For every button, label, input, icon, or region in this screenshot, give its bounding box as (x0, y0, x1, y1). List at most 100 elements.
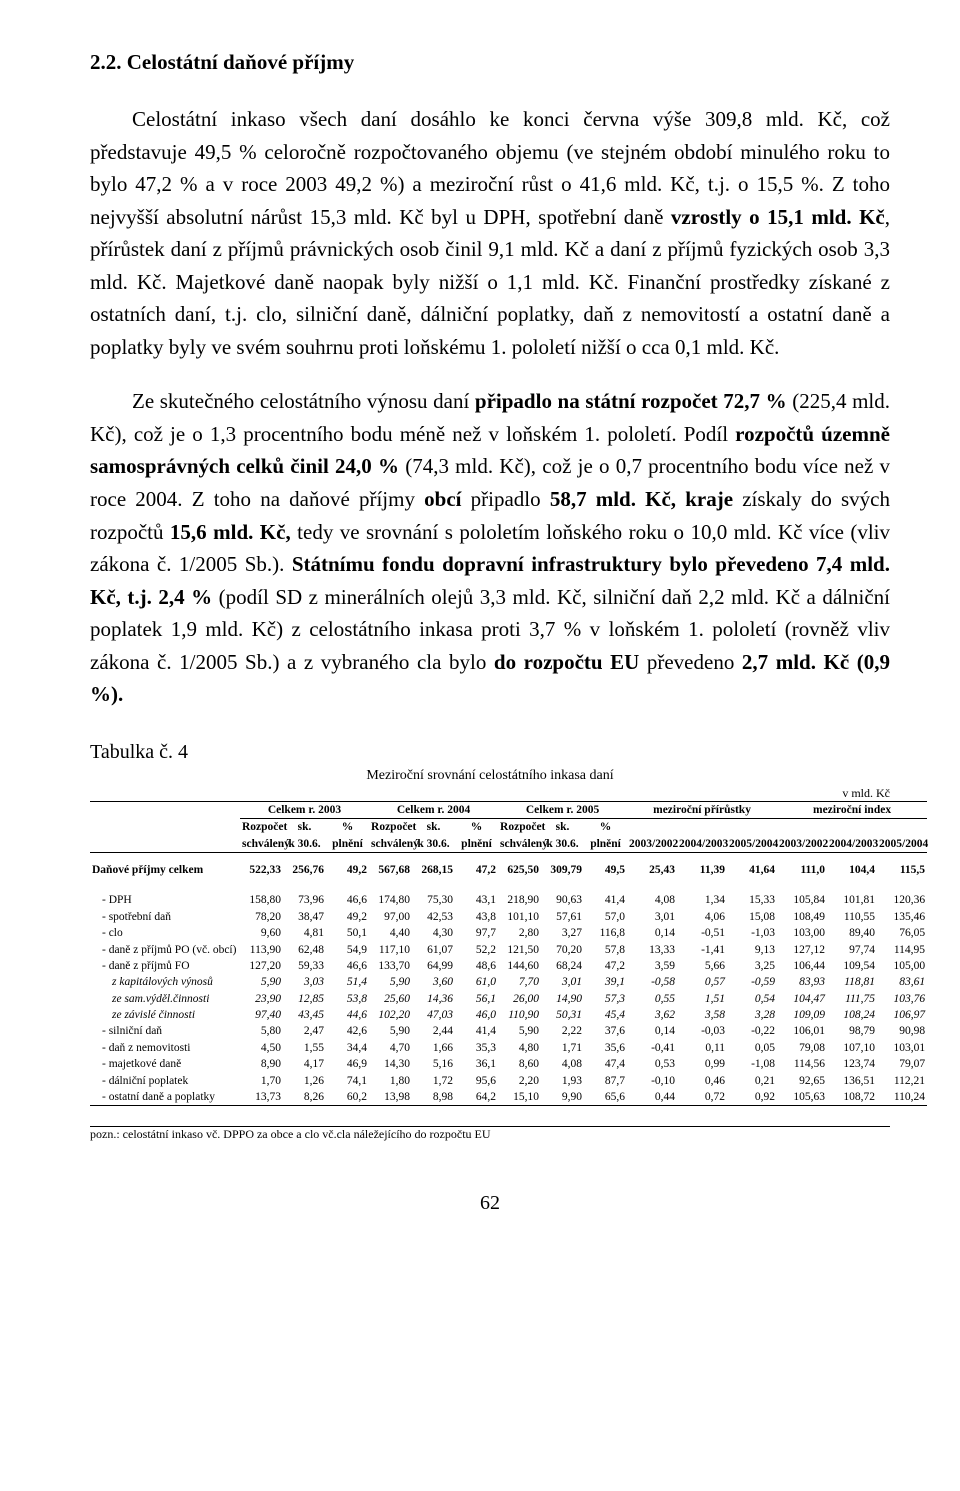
cell: 114,95 (877, 942, 927, 958)
cell: 522,33 (240, 852, 283, 886)
cell: -0,59 (727, 974, 777, 990)
cell: 4,06 (677, 909, 727, 925)
cell: 46,6 (326, 892, 369, 908)
cell: 76,05 (877, 925, 927, 941)
cell: 0,44 (627, 1089, 677, 1106)
cell: 0,21 (727, 1073, 777, 1089)
cell: 1,55 (283, 1040, 326, 1056)
cell: 78,20 (240, 909, 283, 925)
table-row: - daně z příjmů FO127,2059,3346,6133,706… (90, 958, 927, 974)
cell: 127,12 (777, 942, 827, 958)
cell: 309,79 (541, 852, 584, 886)
cell: 174,80 (369, 892, 412, 908)
cell: 117,10 (369, 942, 412, 958)
cell: 26,00 (498, 991, 541, 1007)
cell: 39,1 (584, 974, 627, 990)
cell: 3,03 (283, 974, 326, 990)
subhead: schválený (369, 836, 412, 853)
cell: 112,21 (877, 1073, 927, 1089)
units-label: v mld. Kč (90, 786, 890, 801)
table-row: - ostatní daně a poplatky13,738,2660,213… (90, 1089, 927, 1106)
subhead: sk. (283, 819, 326, 836)
cell: 43,45 (283, 1007, 326, 1023)
table-body: Daňové příjmy celkem522,33256,7649,2567,… (90, 852, 927, 1105)
cell: 1,34 (677, 892, 727, 908)
cell: 54,9 (326, 942, 369, 958)
subhead: k 30.6. (412, 836, 455, 853)
table-row: - dálniční poplatek1,701,2674,11,801,729… (90, 1073, 927, 1089)
subhead: plnění (455, 836, 498, 853)
cell: 0,99 (677, 1056, 727, 1072)
cell: 35,3 (455, 1040, 498, 1056)
cell: 47,4 (584, 1056, 627, 1072)
cell: 256,76 (283, 852, 326, 886)
cell: 25,43 (627, 852, 677, 886)
cell: 65,6 (584, 1089, 627, 1106)
cell: 41,4 (455, 1023, 498, 1039)
table-row: - majetkové daně8,904,1746,914,305,1636,… (90, 1056, 927, 1072)
cell: 110,90 (498, 1007, 541, 1023)
cell: 79,08 (777, 1040, 827, 1056)
cell: 268,15 (412, 852, 455, 886)
cell: 14,90 (541, 991, 584, 1007)
cell: 3,01 (627, 909, 677, 925)
cell: 0,72 (677, 1089, 727, 1106)
cell: 25,60 (369, 991, 412, 1007)
cell: 120,36 (877, 892, 927, 908)
row-label: - daně z příjmů FO (90, 958, 240, 974)
cell: 144,60 (498, 958, 541, 974)
cell: 109,09 (777, 1007, 827, 1023)
cell: 3,60 (412, 974, 455, 990)
cell: 3,01 (541, 974, 584, 990)
page-number: 62 (90, 1192, 890, 1215)
cell: 101,10 (498, 909, 541, 925)
cell: 38,47 (283, 909, 326, 925)
cell: -0,58 (627, 974, 677, 990)
cell: 23,90 (240, 991, 283, 1007)
cell: 90,63 (541, 892, 584, 908)
row-label: ze závislé činnosti (90, 1007, 240, 1023)
cell: 5,80 (240, 1023, 283, 1039)
subhead: 2005/2004 (727, 836, 777, 853)
cell: 43,1 (455, 892, 498, 908)
cell: 2,47 (283, 1023, 326, 1039)
cell: 90,98 (877, 1023, 927, 1039)
cell: 57,8 (584, 942, 627, 958)
cell: 59,33 (283, 958, 326, 974)
cell: 0,92 (727, 1089, 777, 1106)
cell: 41,4 (584, 892, 627, 908)
cell: 47,03 (412, 1007, 455, 1023)
cell: 158,80 (240, 892, 283, 908)
cell: 73,96 (283, 892, 326, 908)
cell: 1,26 (283, 1073, 326, 1089)
cell: 110,24 (877, 1089, 927, 1106)
cell: 47,2 (584, 958, 627, 974)
cell: 3,27 (541, 925, 584, 941)
cell: 625,50 (498, 852, 541, 886)
table-title: Meziroční srovnání celostátního inkasa d… (90, 768, 890, 784)
cell: 0,05 (727, 1040, 777, 1056)
cell: 102,20 (369, 1007, 412, 1023)
subhead: 2004/2003 (677, 836, 727, 853)
row-label: z kapitálových výnosů (90, 974, 240, 990)
cell: 4,30 (412, 925, 455, 941)
cell: 111,75 (827, 991, 877, 1007)
cell: 42,53 (412, 909, 455, 925)
cell: 12,85 (283, 991, 326, 1007)
cell: 51,4 (326, 974, 369, 990)
cell: 60,2 (326, 1089, 369, 1106)
cell: 45,4 (584, 1007, 627, 1023)
subhead: 2005/2004 (877, 836, 927, 853)
cell: 3,59 (627, 958, 677, 974)
cell: 34,4 (326, 1040, 369, 1056)
cell: 4,17 (283, 1056, 326, 1072)
cell: 89,40 (827, 925, 877, 941)
cell: 15,10 (498, 1089, 541, 1106)
cell: 4,08 (541, 1056, 584, 1072)
cell: 4,40 (369, 925, 412, 941)
cell: 11,39 (677, 852, 727, 886)
cell: 0,11 (677, 1040, 727, 1056)
cell: 37,6 (584, 1023, 627, 1039)
subhead: plnění (584, 836, 627, 853)
cell: 115,5 (877, 852, 927, 886)
